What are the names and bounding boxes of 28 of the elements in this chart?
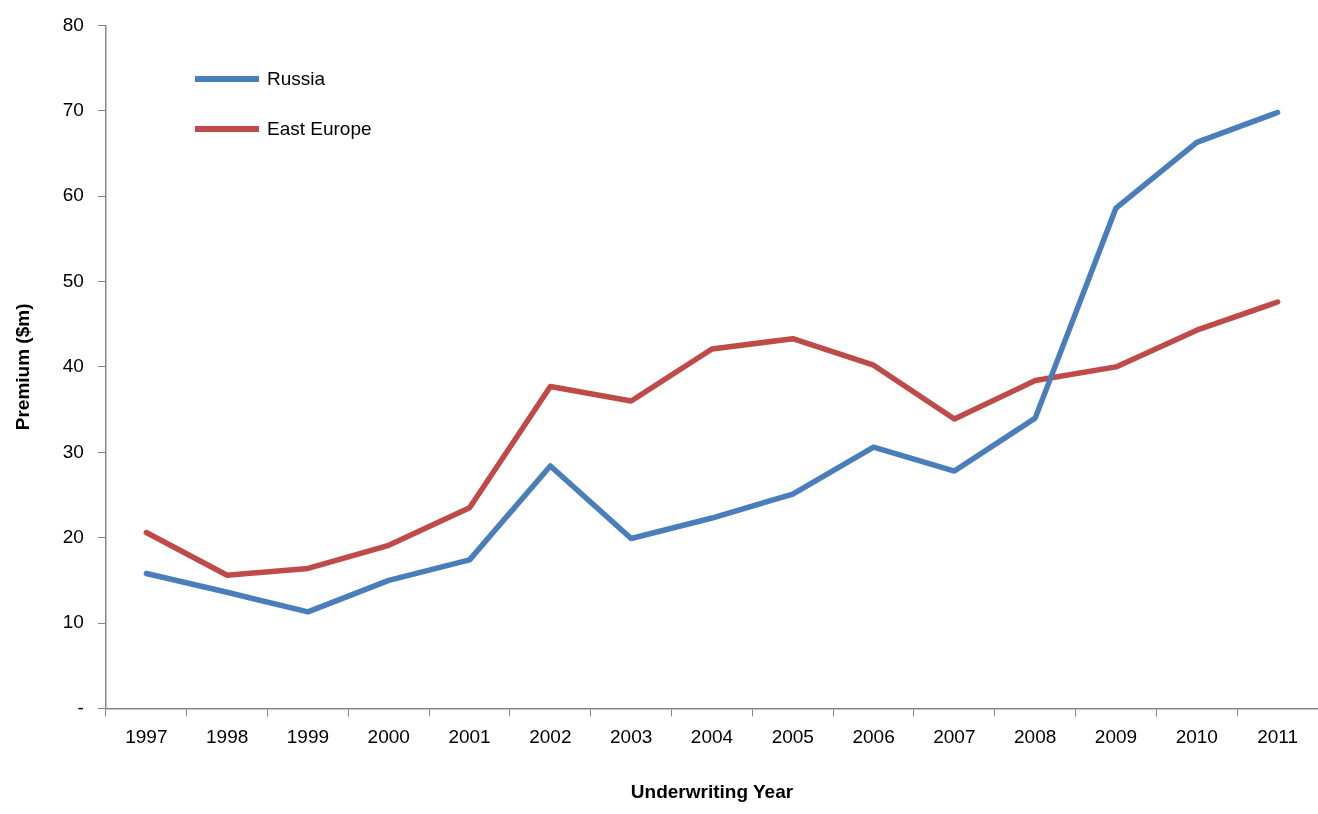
- y-tick-label: 50: [62, 269, 84, 291]
- x-axis-title: Underwriting Year: [630, 780, 794, 802]
- x-tick-label: 2003: [610, 726, 653, 748]
- y-tick-label: 80: [62, 13, 84, 35]
- y-tick-label: 40: [62, 355, 84, 377]
- y-tick-label: 60: [62, 184, 84, 206]
- y-axis-title: Premium ($m): [11, 303, 33, 431]
- y-tick-label: 30: [62, 440, 84, 462]
- x-tick-label: 2011: [1257, 726, 1299, 748]
- x-tick-label: 1998: [206, 726, 249, 748]
- x-tick-label: 2008: [1014, 726, 1057, 748]
- x-tick-label: 2006: [852, 726, 895, 748]
- x-tick-label: 2009: [1094, 726, 1138, 748]
- x-tick-label: 2005: [771, 726, 814, 748]
- y-tick-label: 20: [62, 525, 84, 547]
- y-tick-label: 70: [62, 99, 84, 121]
- legend-label: East Europe: [267, 118, 372, 140]
- x-tick-label: 2001: [448, 726, 491, 748]
- y-tick-label: 10: [62, 611, 84, 633]
- x-tick-label: 1999: [286, 726, 330, 748]
- y-tick-label: -: [77, 696, 84, 718]
- x-tick-label: 2004: [690, 726, 734, 748]
- x-tick-label: 2000: [367, 726, 410, 748]
- x-tick-label: 2007: [933, 726, 976, 748]
- x-tick-label: 2002: [529, 726, 572, 748]
- x-tick-label: 2010: [1175, 726, 1218, 748]
- x-tick-label: 1997: [125, 726, 168, 748]
- legend-label: Russia: [267, 68, 326, 90]
